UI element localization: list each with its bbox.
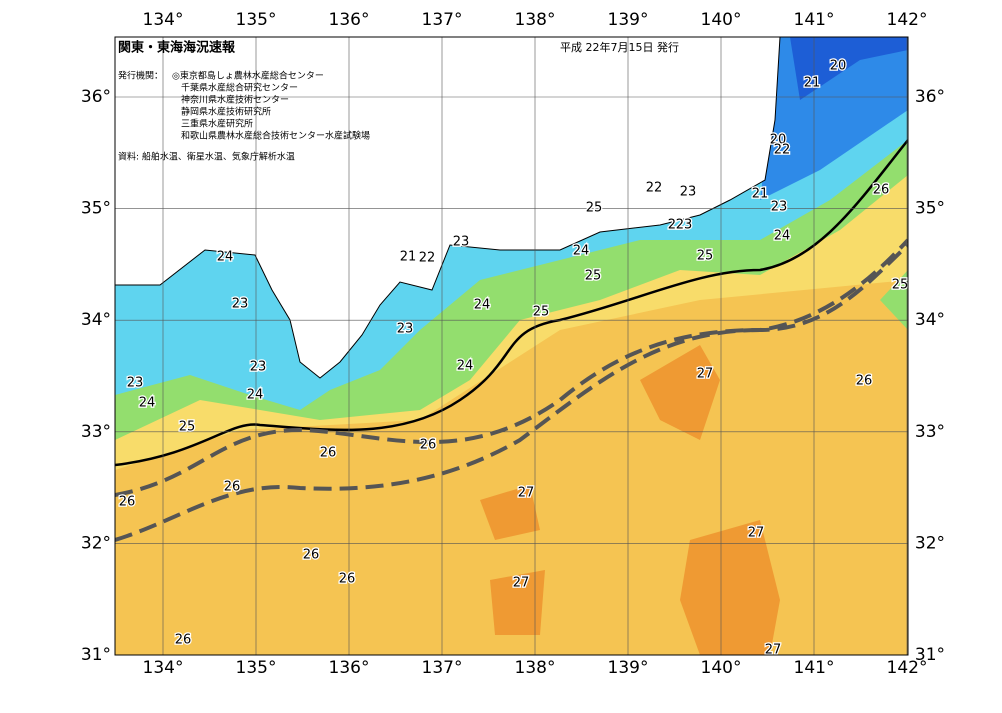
contour-label: 24: [457, 359, 474, 374]
contour-label: 24: [774, 229, 791, 244]
issuer: ◎東京都島しょ農林水産総合センター: [172, 70, 324, 82]
contour-label: 25: [179, 420, 196, 435]
contour-label: 21: [400, 250, 417, 265]
lon-label-bottom: 140°: [701, 658, 742, 678]
contour-label: 22: [419, 251, 436, 266]
contour-label: 25: [533, 305, 550, 320]
contour-label: 24: [474, 298, 491, 313]
contour-label: 22: [668, 218, 685, 233]
lon-label-top: 134°: [143, 10, 184, 30]
axis-labels: 134° 134° 135° 135° 136° 136° 137° 137° 138° 138°…: [81, 10, 945, 678]
kuroshio-outer: [115, 238, 908, 542]
grid: [115, 37, 908, 655]
lon-label-top: 141°: [794, 10, 835, 30]
contour-label: 26: [119, 495, 136, 510]
contour-label: 26: [224, 480, 241, 495]
contour-label: 26: [320, 446, 337, 461]
lat-label-left: 33°: [81, 422, 111, 442]
contour-label: 26: [303, 548, 320, 563]
lon-label-top: 142°: [887, 10, 928, 30]
contour-label: 23: [771, 200, 788, 215]
contour-label: 21: [752, 187, 769, 202]
contour-label: 27: [518, 486, 535, 501]
title: 関東・東海海況速報: [118, 40, 236, 56]
contour-label: 25: [892, 278, 909, 293]
issuer: 神奈川県水産技術センター: [181, 94, 289, 106]
contour-label: 23: [250, 360, 267, 375]
sea-24-east: [880, 270, 908, 330]
contour-label: 23: [232, 297, 249, 312]
contour-label: 23: [397, 322, 414, 337]
lat-label-right: 34°: [915, 310, 945, 330]
lon-label-top: 136°: [329, 10, 370, 30]
contour-label: 27: [513, 576, 530, 591]
issue-date: 平成 22年7月15日 発行: [560, 40, 679, 54]
issuer: 千葉県水産総合研究センター: [181, 82, 298, 94]
lat-label-left: 35°: [81, 199, 111, 219]
contour-label: 26: [856, 374, 873, 389]
source: 資料: 船舶水温、衛星水温、気象庁解析水温: [118, 151, 295, 163]
lat-label-left: 34°: [81, 310, 111, 330]
front-line: [115, 139, 908, 467]
lon-label-top: 139°: [608, 10, 649, 30]
lon-label-bottom: 134°: [143, 658, 184, 678]
issuers-label: 発行機関：: [118, 70, 163, 82]
contour-label: 26: [175, 633, 192, 648]
contour-label: 24: [247, 388, 264, 403]
contour-label: 23: [676, 218, 693, 233]
lon-label-bottom: 141°: [794, 658, 835, 678]
lat-label-right: 33°: [915, 422, 945, 442]
contour-label: 23: [127, 376, 144, 391]
contour-label: 27: [765, 643, 782, 658]
lat-label-right: 35°: [915, 199, 945, 219]
lon-label-top: 137°: [422, 10, 463, 30]
contour-label: 24: [573, 244, 590, 259]
lon-label-bottom: 142°: [887, 658, 928, 678]
lat-label-right: 36°: [915, 87, 945, 107]
lon-label-bottom: 135°: [236, 658, 277, 678]
contour-label: 26: [339, 572, 356, 587]
frame: [114, 36, 909, 656]
contour-label: 26: [420, 438, 437, 453]
contour-label: 24: [217, 250, 234, 265]
lon-label-bottom: 138°: [515, 658, 556, 678]
contour-label: 25: [697, 249, 714, 264]
contour-label: 25: [585, 269, 602, 284]
lat-label-left: 31°: [81, 645, 111, 665]
contour-label: 26: [873, 183, 890, 198]
lat-label-right: 31°: [915, 645, 945, 665]
contour-label: 27: [748, 526, 765, 541]
contour-label: 22: [646, 181, 663, 196]
contour-label: 23: [453, 235, 470, 250]
lon-label-bottom: 139°: [608, 658, 649, 678]
lon-label-top: 135°: [236, 10, 277, 30]
lon-label-bottom: 136°: [329, 658, 370, 678]
sea-20: [790, 37, 908, 100]
contour-label: 20: [770, 133, 787, 148]
sea-27: [480, 345, 780, 655]
contour-label: 20: [830, 59, 847, 74]
lat-label-left: 32°: [81, 533, 111, 553]
contour-label: 24: [139, 396, 156, 411]
land: [115, 37, 781, 379]
lat-label-left: 36°: [81, 87, 111, 107]
contour-label: 23: [680, 185, 697, 200]
issuers: ◎東京都島しょ農林水産総合センター千葉県水産総合研究センター神奈川県水産技術セン…: [172, 70, 370, 142]
contour-label: 22: [774, 143, 791, 158]
lon-label-top: 138°: [515, 10, 556, 30]
lon-label-bottom: 137°: [422, 658, 463, 678]
kuroshio-inner: [115, 243, 908, 497]
contour-label: 27: [697, 367, 714, 382]
issuer: 三重県水産研究所: [181, 118, 253, 130]
contour-label: 21: [804, 76, 821, 91]
contour-label: 25: [586, 201, 603, 216]
lon-label-top: 140°: [701, 10, 742, 30]
lat-label-right: 32°: [915, 533, 945, 553]
issuer: 和歌山県農林水産総合技術センター水産試験場: [181, 130, 370, 142]
issuer: 静岡県水産技術研究所: [181, 106, 271, 118]
